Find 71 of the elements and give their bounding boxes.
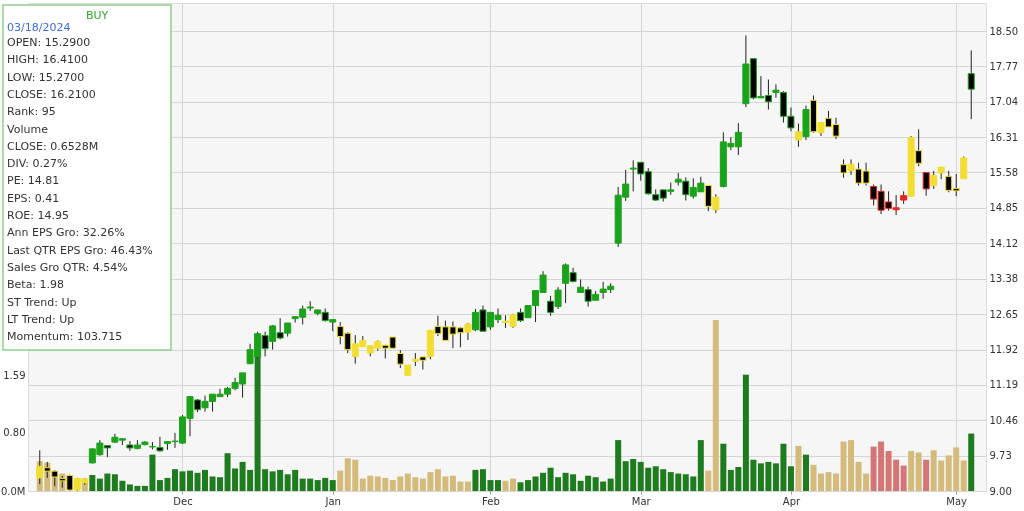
y2-tick-label: 1.59 [3,369,26,381]
y2-tick-label: 0.0M [0,485,26,497]
candlestick [960,155,968,180]
bar [923,459,930,491]
candlestick [794,123,802,148]
bar [802,454,809,491]
annotation: Volume [7,122,49,136]
bar [900,465,907,491]
y-tick-label: 9.00 [989,485,1012,497]
annotation: CLOSE: 16.2100 [7,87,96,101]
y-tick-label: 17.77 [989,60,1019,72]
y-tick-label: 10.46 [989,414,1019,426]
candlestick [967,49,975,120]
x-tick-label: Jan [324,495,341,507]
bar [494,480,501,491]
annotation: HIGH: 16.4100 [7,53,89,67]
x-tick-label: Feb [482,495,500,507]
y-tick-label: 11.92 [989,344,1019,356]
bar [795,445,802,491]
bar [818,473,824,491]
bar [510,478,517,491]
annotation: Sales Gro QTR: 4.54% [7,260,128,274]
annotation: Last QTR EPS Gro: 46.43% [7,243,153,257]
bar [960,460,967,491]
candlestick [922,171,930,197]
y-tick-label: 11.19 [989,379,1019,391]
annotation: LT Trend: Up [7,312,75,326]
bar [915,452,922,491]
bar [908,451,915,491]
bar [787,466,794,491]
y-tick-label: 9.73 [989,450,1012,462]
y2-tick-label: 0.80 [3,427,26,439]
y-tick-label: 13.38 [989,273,1019,285]
annotation: Rank: 95 [7,105,56,119]
bar [329,480,336,491]
y-tick-label: 18.50 [989,25,1019,37]
bar [712,320,719,491]
annotation: CLOSE: 0.6528M [7,139,99,153]
x-tick-label: May [946,495,968,507]
annotation: 03/18/2024 [7,21,71,34]
annotation: ST Trend: Up [7,295,77,309]
x-tick-label: Dec [173,495,193,507]
bar [705,470,712,491]
y-tick-label: 14.85 [989,202,1019,214]
annotation: Beta: 1.98 [7,278,65,292]
y-tick-label: 15.58 [989,166,1019,178]
bar [89,475,96,491]
bar [968,433,975,491]
annotation: Momentum: 103.715 [7,330,123,344]
annotation: ROE: 14.95 [7,209,69,222]
x-tick-label: Mar [631,495,652,507]
y-tick-label: 16.31 [989,131,1019,143]
bar [337,470,344,491]
annotation: BUY [86,9,109,22]
y-tick-label: 14.12 [989,237,1019,249]
annotation: LOW: 15.2700 [7,70,85,84]
annotation: PE: 14.81 [7,174,60,188]
y-tick-label: 17.04 [989,96,1019,108]
bar [697,440,704,491]
bar [502,480,509,491]
x-tick-label: Apr [782,495,801,507]
annotation: OPEN: 15.2900 [7,36,91,49]
annotation: EPS: 0.41 [7,191,60,205]
bar [464,481,471,491]
y-tick-label: 12.65 [989,308,1019,320]
bar [720,443,727,491]
annotation: Ann EPS Gro: 32.26% [7,226,125,240]
bar [810,464,817,491]
annotation: DIV: 0.27% [7,157,68,171]
bar [187,470,193,491]
bar [472,469,479,491]
